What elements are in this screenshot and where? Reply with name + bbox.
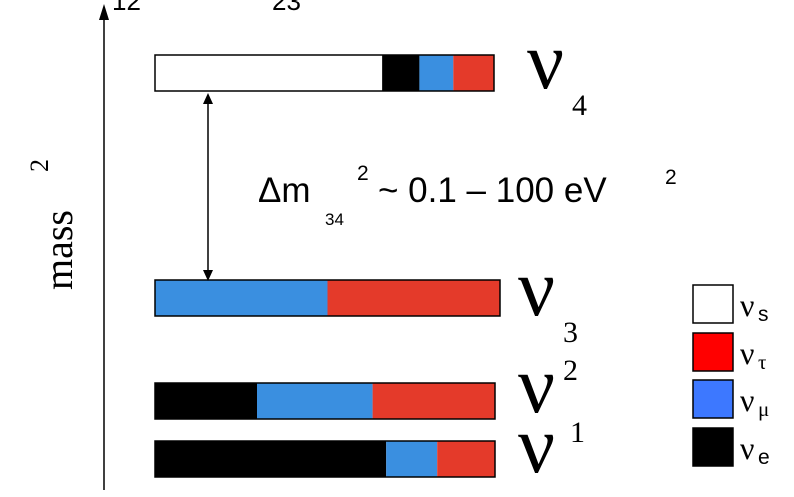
legend-swatch-tau [692, 332, 734, 372]
mass-axis-arrowhead [99, 4, 109, 20]
legend-label-tau-sub: τ [758, 350, 766, 374]
legend-swatch-mu [692, 379, 734, 419]
bar-nu1-segment-mu [386, 441, 438, 477]
bar-nu4-segment-tau [453, 55, 494, 91]
bar-nu3-segment-mu [155, 280, 328, 316]
bar-nu2-outline [154, 382, 496, 420]
legend-label-e-sub: e [758, 446, 770, 469]
level-labels: ν 4 ν 3 ν 2 ν 1 [518, 15, 587, 490]
flavor-legend: ν s ν τ ν μ ν e [692, 284, 770, 469]
top-label-23: 23 [272, 0, 301, 16]
bar-nu4-segment-mu [419, 55, 454, 91]
legend-label-tau-symbol: ν [740, 335, 754, 371]
mass-axis-label: mass [36, 210, 81, 290]
legend-swatch-sterile [692, 284, 734, 324]
level-label-nu2-symbol: ν [518, 339, 555, 430]
top-label-12: 12 [112, 0, 141, 16]
legend-label-sterile-sub: s [758, 303, 769, 326]
level-label-nu1-index: 1 [570, 416, 585, 449]
bar-nu1-segment-e [155, 441, 387, 477]
level-label-nu4-index: 4 [572, 89, 587, 122]
bar-nu2-segment-mu [257, 383, 373, 419]
legend-label-mu-sub: μ [758, 397, 769, 421]
mass-splitting-range: ~ 0.1 – 100 eV [378, 171, 607, 210]
mass-axis-exponent: 2 [25, 159, 54, 172]
bar-nu2-segment-e [155, 383, 257, 419]
legend-label-mu-symbol: ν [740, 382, 754, 418]
legend-label-sterile-symbol: ν [740, 287, 754, 323]
bar-nu4-outline [154, 54, 495, 92]
level-label-nu4-symbol: ν [527, 15, 564, 106]
level-label-nu1-symbol: ν [518, 399, 555, 490]
bar-nu1-segment-tau [437, 441, 495, 477]
delta-m-symbol: Δm [258, 171, 311, 210]
delta-m-subscript: 34 [325, 210, 344, 229]
bar-nu4-segment-e [382, 55, 420, 91]
legend-label-e-symbol: ν [740, 430, 754, 466]
mass-gap-arrowhead-down [203, 270, 213, 281]
delta-m-superscript: 2 [357, 162, 369, 185]
bar-nu3-segment-tau [327, 280, 500, 316]
bar-nu1-outline [154, 440, 496, 478]
unit-superscript: 2 [665, 166, 677, 189]
legend-swatch-e [692, 427, 734, 467]
mass-gap-arrowhead-up [203, 93, 213, 104]
bar-nu4-segment-s [155, 55, 383, 91]
bar-nu2-segment-tau [372, 383, 495, 419]
level-label-nu3-index: 3 [563, 316, 578, 349]
bar-nu3-outline [154, 279, 501, 317]
level-label-nu2-index: 2 [563, 354, 578, 387]
mass-level-bars [154, 54, 501, 478]
mass-axis-label-group: mass 2 [25, 159, 81, 290]
mass-splitting-label: Δm 34 2 ~ 0.1 – 100 eV 2 [258, 162, 677, 229]
level-label-nu3-symbol: ν [518, 242, 555, 333]
